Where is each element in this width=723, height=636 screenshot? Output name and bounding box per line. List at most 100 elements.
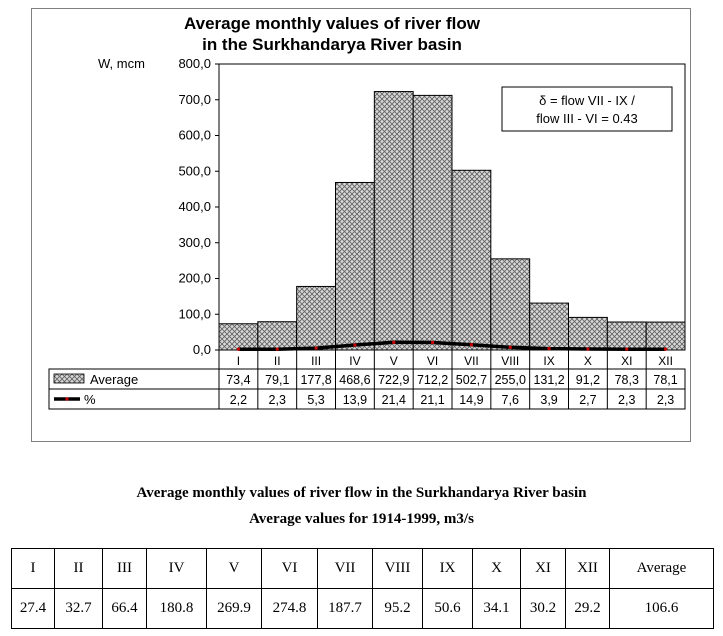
line-point [314,346,318,350]
percent-data-label: 2,3 [657,393,674,407]
x-tick-label: XII [658,354,673,368]
table-header-cell: Average [609,548,714,589]
table-title-block: Average monthly values of river flow in … [0,480,723,532]
line-point [236,347,240,351]
percent-data-label: 21,1 [420,393,444,407]
line-point [547,347,551,351]
line-point [664,347,668,351]
percent-data-label: 2,3 [618,393,635,407]
y-tick-label: 400,0 [178,199,211,214]
y-tick-label: 0,0 [193,342,211,357]
table-value-cell: 106.6 [609,588,714,629]
line-point [508,345,512,349]
line-point [431,340,435,344]
table-header-cell: XI [520,548,566,589]
table-header-cell: XII [565,548,610,589]
percent-data-label: 3,9 [540,393,557,407]
table-value-cell: 66.4 [102,588,147,629]
table-value-cell: 274.8 [261,588,318,629]
table-header-cell: I [11,548,55,589]
percent-data-label: 14,9 [459,393,483,407]
percent-data-label: 7,6 [502,393,519,407]
percent-data-label: 2,7 [579,393,596,407]
legend-swatch-average [53,373,85,384]
bar-data-label: 468,6 [339,373,370,387]
bar-data-label: 78,1 [653,373,677,387]
y-tick-label: 200,0 [178,271,211,286]
legend-label-average: Average [90,372,138,387]
bar [257,321,298,351]
table-header-cell: VI [261,548,318,589]
y-tick-label: 300,0 [178,235,211,250]
x-tick-label: IX [543,354,554,368]
x-tick-label: III [311,354,321,368]
bar [296,285,336,351]
bar [335,181,375,351]
chart-title-line: in the Surkhandarya River basin [202,35,462,54]
table-header-cell: III [102,548,147,589]
bar-data-label: 722,9 [378,373,409,387]
x-tick-label: IV [349,354,360,368]
x-tick-label: V [390,354,398,368]
table-value-cell: 180.8 [146,588,207,629]
percent-data-label: 21,4 [382,393,406,407]
bar [568,316,608,351]
y-tick-label: 600,0 [178,128,211,143]
chart-title-line: Average monthly values of river flow [184,14,481,33]
table-value-cell: 29.2 [565,588,610,629]
table-header-cell: VIII [372,548,423,589]
table-value-cell: 187.7 [317,588,373,629]
x-tick-label: VI [427,354,438,368]
table-value-cell: 30.2 [520,588,566,629]
bar-data-label: 73,4 [226,373,250,387]
percent-data-label: 5,3 [307,393,324,407]
bar-data-label: 255,0 [495,373,526,387]
table-header-cell: V [206,548,262,589]
chart-frame: Average monthly values of river flow in t… [31,8,691,442]
bar-data-label: 79,1 [265,373,289,387]
bar [373,91,414,351]
line-point [586,347,590,351]
line-point [469,343,473,347]
legend-label-percent: % [84,392,96,407]
y-tick-label: 800,0 [178,56,211,71]
bar [412,94,453,351]
bar [645,321,686,351]
x-tick-label: VII [464,354,479,368]
bar-data-label: 91,2 [576,373,600,387]
bar [529,302,569,351]
percent-data-label: 2,2 [230,393,247,407]
bar [451,169,492,351]
x-tick-label: II [274,354,281,368]
line-point [275,347,279,351]
x-tick-label: X [584,354,592,368]
table-header-cell: II [54,548,103,589]
table-value-cell: 95.2 [372,588,423,629]
table-value-row: 27.4 32.7 66.4 180.8 269.9 274.8 187.7 9… [11,588,714,629]
table-value-cell: 50.6 [422,588,473,629]
bar-data-label: 78,3 [615,373,639,387]
percent-data-label: 13,9 [343,393,367,407]
y-tick-label: 500,0 [178,163,211,178]
table-value-cell: 32.7 [54,588,103,629]
table-header-cell: VII [317,548,373,589]
table-header-row: I II III IV V VI VII VIII IX X XI XII Av… [11,548,714,589]
table-value-cell: 269.9 [206,588,262,629]
bar-data-label: 131,2 [533,373,564,387]
bar-data-label: 177,8 [300,373,331,387]
table-subtitle: Average values for 1914-1999, m3/s [249,511,474,527]
table-header-cell: X [472,548,521,589]
annotation-box [501,86,673,132]
annotation-text: flow III - VI = 0.43 [536,111,638,126]
percent-data-label: 2,3 [269,393,286,407]
x-tick-label: XI [621,354,632,368]
line-point [392,340,396,344]
bar [218,323,259,351]
bar-data-label: 712,2 [417,373,448,387]
table-header-cell: IX [422,548,473,589]
legend-marker-percent [65,397,69,401]
table-value-cell: 34.1 [472,588,521,629]
y-axis-label: W, mcm [98,56,145,71]
line-point [353,343,357,347]
table-value-cell: 27.4 [11,588,55,629]
